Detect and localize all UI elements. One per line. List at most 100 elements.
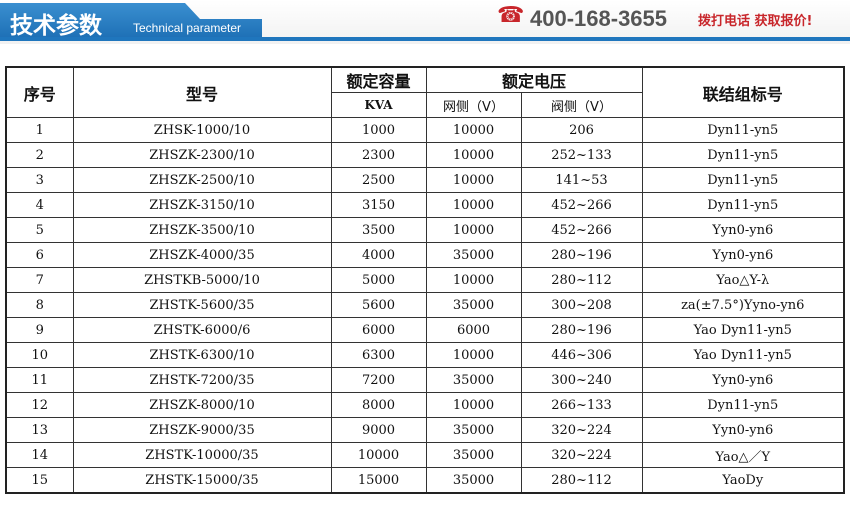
cell-capacity: 6300 — [330, 342, 427, 368]
call-to-action: 拨打电话 获取报价! — [698, 14, 813, 29]
cell-valve-voltage: 320~224 — [520, 442, 643, 468]
cell-valve-voltage: 452~266 — [520, 217, 643, 243]
table-row: 15 ZHSTK-15000/35 15000 35000 280~112 YaoDy — [5, 467, 845, 494]
cell-model: ZHSTK-5600/35 — [72, 292, 332, 318]
cell-model: ZHSZK-4000/35 — [72, 242, 332, 268]
cell-model: ZHSZK-3150/10 — [72, 192, 332, 218]
cell-grid-voltage: 10000 — [425, 217, 522, 243]
cell-grid-voltage: 35000 — [425, 417, 522, 443]
cell-valve-voltage: 206 — [520, 117, 643, 143]
cell-connection: Yao Dyn11-yn5 — [641, 317, 845, 343]
cell-connection: Yao Dyn11-yn5 — [641, 342, 845, 368]
cell-model: ZHSTK-7200/35 — [72, 367, 332, 393]
cell-grid-voltage: 10000 — [425, 142, 522, 168]
cell-valve-voltage: 280~112 — [520, 467, 643, 494]
header-banner: 技术参数 Technical parameter ☎ 400-168-3655 … — [0, 0, 850, 44]
cell-grid-voltage: 10000 — [425, 267, 522, 293]
cell-valve-voltage: 446~306 — [520, 342, 643, 368]
cell-valve-voltage: 141~53 — [520, 167, 643, 193]
cell-capacity: 3500 — [330, 217, 427, 243]
cell-connection: za(±7.5°)Yyno-yn6 — [641, 292, 845, 318]
cell-connection: Dyn11-yn5 — [641, 392, 845, 418]
cell-no: 11 — [5, 367, 74, 393]
cell-valve-voltage: 266~133 — [520, 392, 643, 418]
cell-connection: Yyn0-yn6 — [641, 242, 845, 268]
cell-grid-voltage: 10000 — [425, 342, 522, 368]
cell-grid-voltage: 35000 — [425, 442, 522, 468]
cell-model: ZHSTK-10000/35 — [72, 442, 332, 468]
cell-connection: Dyn11-yn5 — [641, 192, 845, 218]
table-row: 3 ZHSZK-2500/10 2500 10000 141~53 Dyn11-yn5 — [5, 167, 845, 193]
table-row: 8 ZHSTK-5600/35 5600 35000 300~208 za(±7.5°)Y… — [5, 292, 845, 318]
table-row: 5 ZHSZK-3500/10 3500 10000 452~266 Yyn0-yn6 — [5, 217, 845, 243]
cell-valve-voltage: 280~196 — [520, 317, 643, 343]
cell-connection: Yao△／Y — [641, 442, 845, 468]
cell-model: ZHSZK-3500/10 — [72, 217, 332, 243]
table-row: 7 ZHSTKB-5000/10 5000 10000 280~112 Yao△Y-λ — [5, 267, 845, 293]
table-row: 14 ZHSTK-10000/35 10000 35000 320~224 Yao△／Y — [5, 442, 845, 468]
cell-capacity: 10000 — [330, 442, 427, 468]
cell-capacity: 7200 — [330, 367, 427, 393]
cell-model: ZHSZK-8000/10 — [72, 392, 332, 418]
cell-capacity: 4000 — [330, 242, 427, 268]
table-row: 2 ZHSZK-2300/10 2300 10000 252~133 Dyn11-yn5 — [5, 142, 845, 168]
cell-connection: Yao△Y-λ — [641, 267, 845, 293]
cell-model: ZHSK-1000/10 — [72, 117, 332, 143]
cell-connection: Yyn0-yn6 — [641, 217, 845, 243]
cell-no: 1 — [5, 117, 74, 143]
cell-grid-voltage: 10000 — [425, 167, 522, 193]
cell-capacity: 5600 — [330, 292, 427, 318]
cell-valve-voltage: 452~266 — [520, 192, 643, 218]
cell-no: 15 — [5, 467, 74, 494]
cell-no: 14 — [5, 442, 74, 468]
header-grid-side: 网侧（V） — [425, 92, 522, 118]
cell-grid-voltage: 35000 — [425, 292, 522, 318]
cell-no: 4 — [5, 192, 74, 218]
cell-grid-voltage: 10000 — [425, 192, 522, 218]
phone-icon: ☎ — [497, 3, 525, 28]
cell-grid-voltage: 35000 — [425, 367, 522, 393]
cell-no: 13 — [5, 417, 74, 443]
cell-capacity: 2500 — [330, 167, 427, 193]
header-connection: 联结组标号 — [641, 66, 845, 118]
header-model: 型号 — [72, 66, 332, 118]
table-row: 13 ZHSZK-9000/35 9000 35000 320~224 Yyn0-yn6 — [5, 417, 845, 443]
cell-model: ZHSZK-2500/10 — [72, 167, 332, 193]
cell-no: 7 — [5, 267, 74, 293]
table-row: 12 ZHSZK-8000/10 8000 10000 266~133 Dyn11-yn5 — [5, 392, 845, 418]
header-capacity: 额定容量 — [330, 66, 427, 93]
cell-no: 3 — [5, 167, 74, 193]
cell-no: 10 — [5, 342, 74, 368]
cell-capacity: 9000 — [330, 417, 427, 443]
cell-model: ZHSTK-6000/6 — [72, 317, 332, 343]
header-voltage: 额定电压 — [425, 66, 643, 93]
phone-number[interactable]: 400-168-3655 — [530, 6, 668, 31]
cell-model: ZHSZK-2300/10 — [72, 142, 332, 168]
table-row: 1 ZHSK-1000/10 1000 10000 206 Dyn11-yn5 — [5, 117, 845, 143]
table-row: 10 ZHSTK-6300/10 6300 10000 446~306 Yao Dyn11… — [5, 342, 845, 368]
cell-no: 9 — [5, 317, 74, 343]
table-row: 9 ZHSTK-6000/6 6000 6000 280~196 Yao Dyn11-yn… — [5, 317, 845, 343]
cell-no: 2 — [5, 142, 74, 168]
cell-model: ZHSTK-15000/35 — [72, 467, 332, 494]
cell-grid-voltage: 10000 — [425, 117, 522, 143]
cell-model: ZHSTKB-5000/10 — [72, 267, 332, 293]
table-row: 4 ZHSZK-3150/10 3150 10000 452~266 Dyn11-yn5 — [5, 192, 845, 218]
header-valve-side: 阀侧（V） — [520, 92, 643, 118]
header-no: 序号 — [5, 66, 74, 118]
cell-valve-voltage: 252~133 — [520, 142, 643, 168]
header-capacity-unit: KVA — [330, 92, 427, 118]
cell-connection: YaoDy — [641, 467, 845, 494]
cell-capacity: 8000 — [330, 392, 427, 418]
cell-valve-voltage: 280~112 — [520, 267, 643, 293]
cell-connection: Yyn0-yn6 — [641, 367, 845, 393]
cell-valve-voltage: 300~240 — [520, 367, 643, 393]
cell-connection: Dyn11-yn5 — [641, 142, 845, 168]
cell-no: 8 — [5, 292, 74, 318]
cell-no: 5 — [5, 217, 74, 243]
page-subtitle: Technical parameter — [133, 21, 242, 35]
cell-capacity: 5000 — [330, 267, 427, 293]
cell-connection: Dyn11-yn5 — [641, 167, 845, 193]
cell-capacity: 3150 — [330, 192, 427, 218]
